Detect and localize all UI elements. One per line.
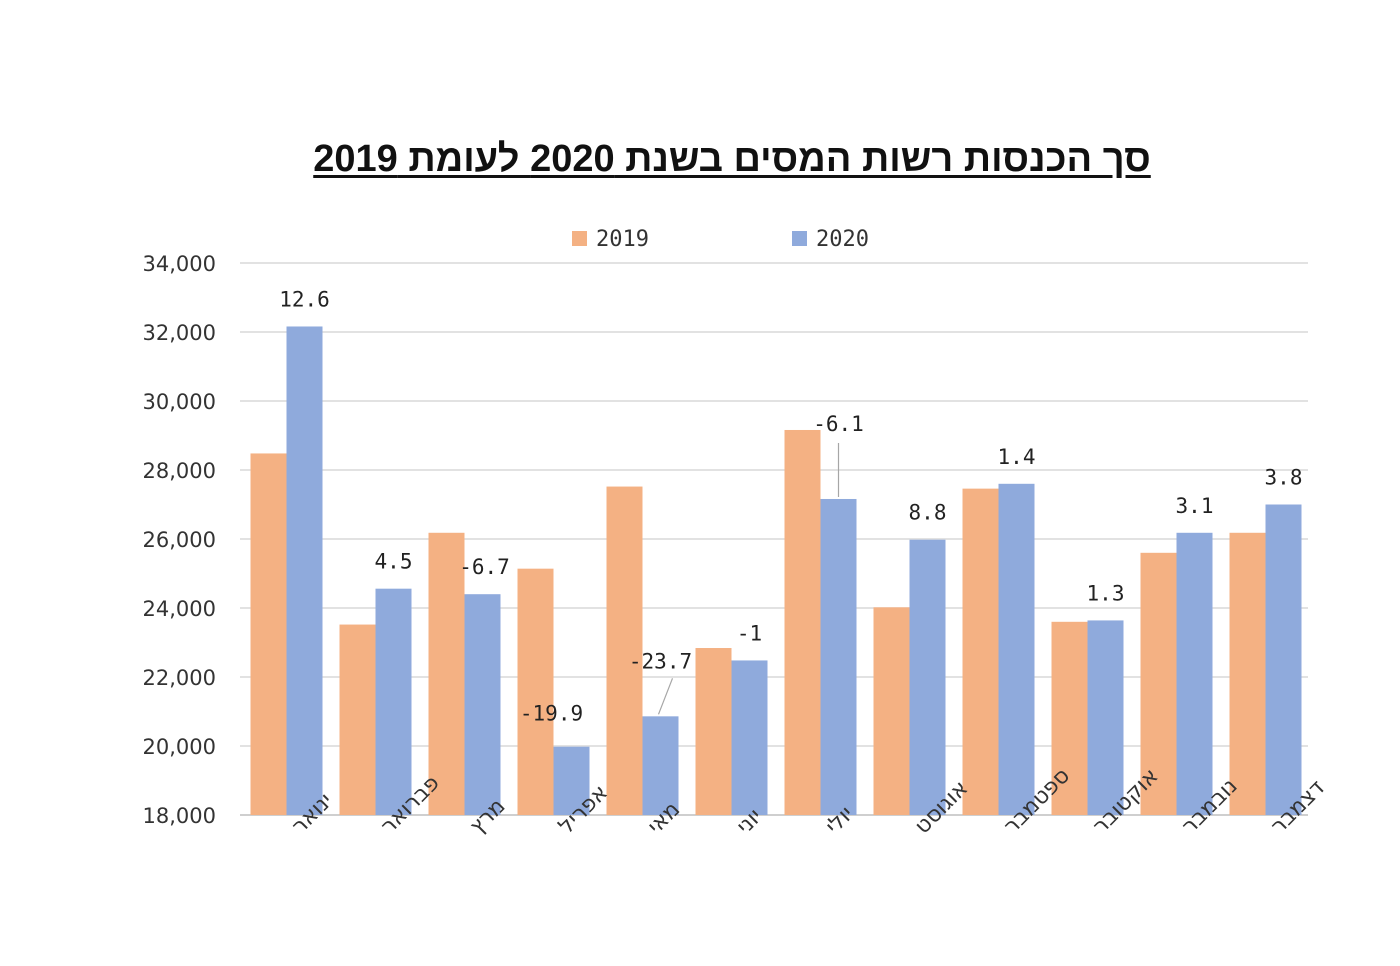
bar-2019 — [428, 532, 465, 815]
y-tick-label: 32,000 — [143, 321, 216, 345]
legend-swatch — [792, 231, 807, 246]
data-label: -6.7 — [459, 555, 510, 579]
data-label: -1 — [737, 621, 762, 645]
bar-2020 — [998, 483, 1035, 815]
data-labels: 12.6 4.5 -6.7 -19.9 -23.7 -1 -6.1 8.8 1.4 1.3 3.1 3… — [279, 287, 1302, 725]
data-label: 8.8 — [909, 501, 947, 525]
bar-2019 — [1140, 552, 1177, 815]
y-tick-label: 34,000 — [143, 252, 216, 276]
data-label: 3.1 — [1176, 494, 1214, 518]
bar-2019 — [873, 607, 910, 815]
data-label: -6.1 — [813, 412, 864, 436]
bar-2020 — [731, 660, 768, 815]
y-tick-label: 30,000 — [143, 390, 216, 414]
bar-2020 — [464, 594, 501, 815]
bar-2020 — [909, 539, 946, 815]
data-label: 4.5 — [375, 550, 413, 574]
bar-2019 — [1229, 532, 1266, 815]
y-tick-label: 18,000 — [143, 804, 216, 828]
bar-2020 — [553, 746, 590, 815]
data-label: -23.7 — [629, 649, 692, 673]
bar-2020 — [1265, 504, 1302, 815]
bar-2019 — [250, 453, 287, 815]
chart-title: סך הכנסות רשות המסים בשנת 2020 לעומת 201… — [313, 138, 1151, 180]
leader-line — [657, 678, 674, 715]
bar-2019 — [784, 429, 821, 815]
bar-2020 — [375, 588, 412, 815]
bar-2019 — [517, 568, 554, 815]
data-label: 12.6 — [279, 287, 330, 311]
bars — [250, 326, 1302, 815]
bar-2019 — [695, 648, 732, 815]
y-tick-label: 26,000 — [143, 528, 216, 552]
gridlines — [240, 262, 1308, 816]
y-tick-label: 24,000 — [143, 597, 216, 621]
bar-2019 — [1051, 621, 1088, 815]
bar-2020 — [642, 716, 679, 815]
bar-2020 — [820, 498, 857, 815]
bar-2020 — [1176, 532, 1213, 815]
data-label: -19.9 — [520, 702, 583, 726]
legend-label: 2020 — [816, 227, 869, 252]
data-label: 3.8 — [1265, 466, 1303, 490]
bar-2020 — [1087, 620, 1124, 815]
legend-label: 2019 — [596, 227, 649, 252]
y-tick-label: 28,000 — [143, 459, 216, 483]
bar-2019 — [339, 624, 376, 815]
data-label: 1.4 — [998, 445, 1036, 469]
bar-2019 — [962, 488, 999, 815]
bar-2020 — [286, 326, 323, 815]
y-axis-ticks: 18,000 20,000 22,000 24,000 26,000 28,000 30,0… — [143, 252, 216, 828]
y-tick-label: 22,000 — [143, 666, 216, 690]
y-tick-label: 20,000 — [143, 735, 216, 759]
legend-swatch — [572, 231, 587, 246]
bar-2019 — [606, 486, 643, 815]
data-label: 1.3 — [1087, 581, 1125, 605]
legend: 2019 2020 — [572, 227, 869, 252]
